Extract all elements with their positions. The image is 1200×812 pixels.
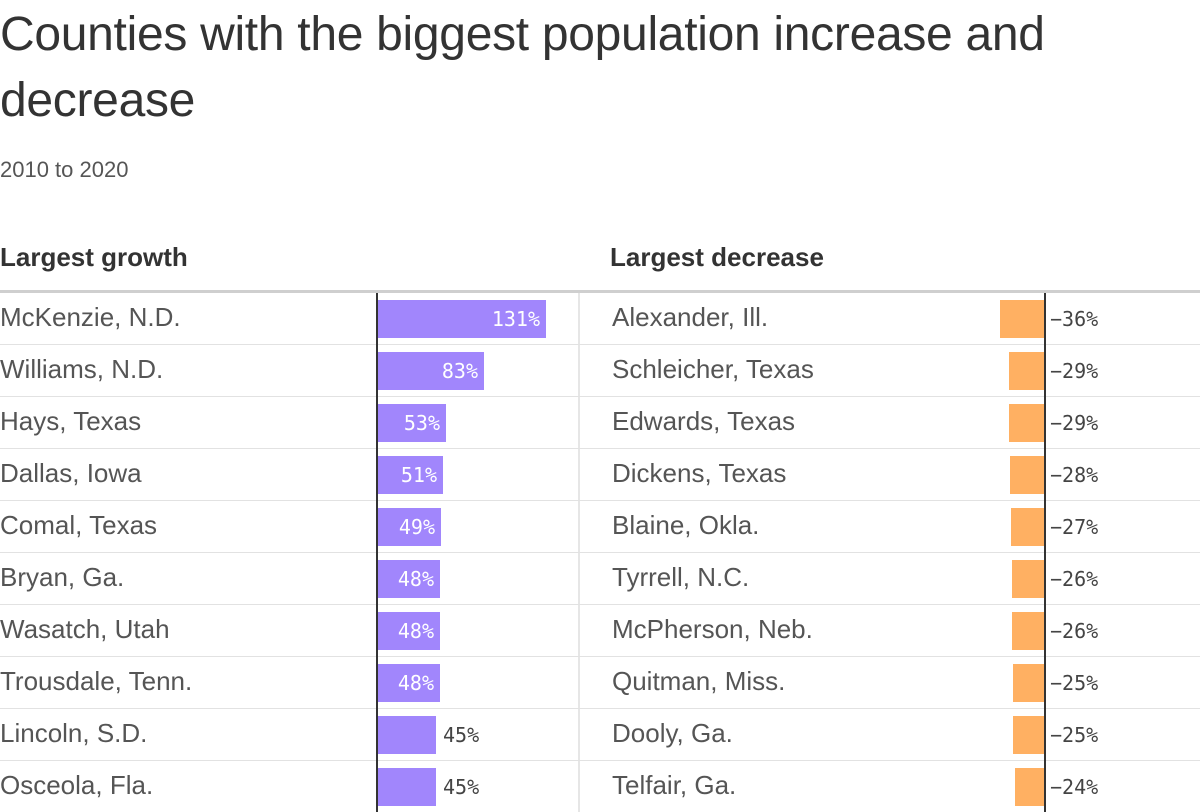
- decrease-county-name: Dooly, Ga.: [612, 718, 733, 748]
- decrease-county-name: Tyrrell, N.C.: [612, 562, 750, 592]
- growth-bar: [378, 716, 436, 754]
- growth-county-name: Lincoln, S.D.: [0, 718, 148, 748]
- row-separator: [0, 552, 1200, 553]
- growth-bar: [378, 352, 484, 390]
- decrease-county-name: Blaine, Okla.: [612, 510, 760, 540]
- growth-bar: [378, 456, 443, 494]
- decrease-value-label: −26%: [1050, 619, 1099, 643]
- decrease-bar: [1010, 456, 1044, 494]
- decrease-axis: [1044, 293, 1046, 812]
- growth-county-name: Williams, N.D.: [0, 354, 164, 384]
- row-separator: [0, 500, 1200, 501]
- growth-value-label: 48%: [397, 619, 434, 643]
- decrease-bar: [1000, 300, 1044, 338]
- row-separator: [0, 604, 1200, 605]
- growth-value-label: 48%: [397, 671, 434, 695]
- header-rule: [0, 290, 1200, 293]
- decrease-county-name: Dickens, Texas: [612, 458, 787, 488]
- decrease-bar: [1012, 612, 1044, 650]
- growth-county-name: Osceola, Fla.: [0, 770, 154, 800]
- decrease-value-label: −26%: [1050, 567, 1099, 591]
- decrease-county-name: Quitman, Miss.: [612, 666, 786, 696]
- growth-county-name: Hays, Texas: [0, 406, 142, 436]
- growth-value-label: 131%: [491, 307, 540, 331]
- decrease-bar: [1009, 404, 1044, 442]
- row-separator: [0, 396, 1200, 397]
- decrease-value-label: −25%: [1050, 671, 1099, 695]
- growth-value-label: 53%: [403, 411, 440, 435]
- decrease-county-name: Schleicher, Texas: [612, 354, 814, 384]
- growth-county-name: Dallas, Iowa: [0, 458, 142, 488]
- decrease-county-name: Telfair, Ga.: [612, 770, 737, 800]
- decrease-county-name: McPherson, Neb.: [612, 614, 813, 644]
- decrease-value-label: −27%: [1050, 515, 1099, 539]
- decrease-bar: [1012, 560, 1044, 598]
- decrease-county-name: Edwards, Texas: [612, 406, 796, 436]
- decrease-value-label: −29%: [1050, 359, 1099, 383]
- growth-county-name: Comal, Texas: [0, 510, 158, 540]
- decrease-heading: Largest decrease: [610, 242, 824, 272]
- decrease-bar: [1011, 508, 1044, 546]
- row-separator: [0, 708, 1200, 709]
- row-separator: [0, 344, 1200, 345]
- growth-value-label: 45%: [443, 775, 480, 799]
- growth-bar: [378, 612, 440, 650]
- chart-subtitle: 2010 to 2020: [0, 157, 129, 182]
- growth-value-label: 48%: [397, 567, 434, 591]
- growth-bar: [378, 404, 446, 442]
- decrease-bar: [1015, 768, 1044, 806]
- growth-county-name: Bryan, Ga.: [0, 562, 125, 592]
- decrease-value-label: −25%: [1050, 723, 1099, 747]
- decrease-value-label: −28%: [1050, 463, 1099, 487]
- growth-value-label: 45%: [443, 723, 480, 747]
- decrease-value-label: −36%: [1050, 307, 1099, 331]
- growth-bar: [378, 768, 436, 806]
- row-separator: [0, 656, 1200, 657]
- decrease-bar: [1013, 716, 1044, 754]
- growth-value-label: 83%: [441, 359, 478, 383]
- growth-bar: [378, 560, 440, 598]
- row-separator: [0, 448, 1200, 449]
- growth-bar: [378, 508, 441, 546]
- decrease-bar: [1013, 664, 1044, 702]
- decrease-value-label: −29%: [1050, 411, 1099, 435]
- growth-county-name: Trousdale, Tenn.: [0, 666, 193, 696]
- growth-heading: Largest growth: [0, 242, 188, 272]
- decrease-value-label: −24%: [1050, 775, 1099, 799]
- decrease-county-name: Alexander, Ill.: [612, 302, 769, 332]
- growth-value-label: 49%: [398, 515, 435, 539]
- growth-value-label: 51%: [400, 463, 437, 487]
- row-separator: [0, 760, 1200, 761]
- growth-county-name: Wasatch, Utah: [0, 614, 170, 644]
- decrease-bar: [1009, 352, 1044, 390]
- chart-title: Counties with the biggest population inc…: [0, 8, 1045, 127]
- growth-bar: [378, 664, 440, 702]
- growth-bar: [378, 300, 546, 338]
- growth-axis: [376, 293, 378, 812]
- growth-county-name: McKenzie, N.D.: [0, 302, 181, 332]
